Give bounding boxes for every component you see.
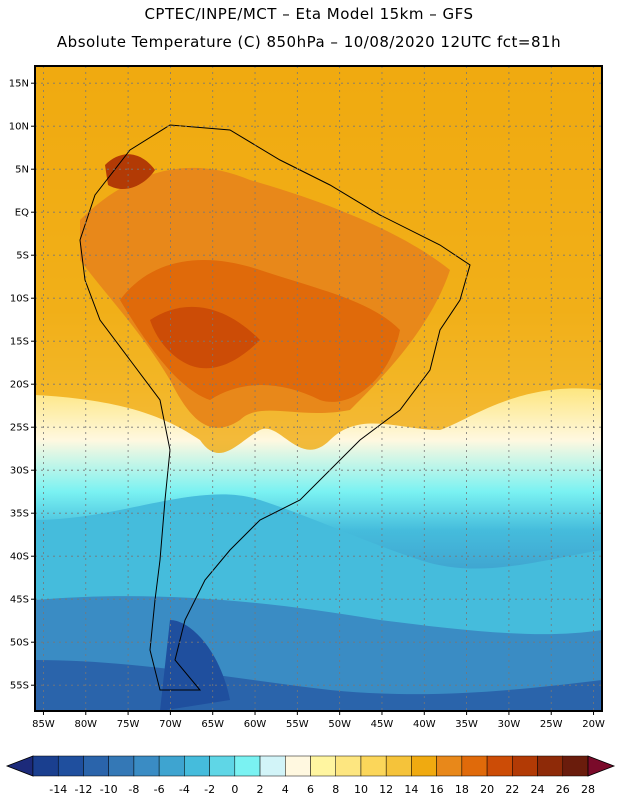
latitude-labels: 15N 10N 5N EQ 5S 10S 15S 20S 25S 30S 35S 40S 45S 50S 5… [9,79,35,692]
colorbar-swatch [310,755,336,777]
lat-tick-label: 40S [10,552,29,563]
colorbar-swatch [512,755,538,777]
colorbar-label: -6 [154,783,165,796]
lat-tick-label: 45S [10,595,29,606]
colorbar-label: -14 [49,783,67,796]
map-title-line2: Absolute Temperature (C) 850hPa – 10/08/… [56,33,562,51]
colorbar-label: 12 [379,783,393,796]
lon-tick-label: 50W [328,719,351,730]
colorbar-label: 10 [354,783,368,796]
colorbar-swatch [158,755,185,777]
warm-zone-24-26 [150,306,260,369]
colorbar-swatch [83,755,109,777]
colorbar-label: -12 [74,783,92,796]
colorbar-low-arrow [5,755,34,777]
colorbar-swatch [335,755,362,777]
lon-tick-label: 80W [74,719,97,730]
lat-tick-label: 30S [10,466,29,477]
colorbar-label: -10 [100,783,118,796]
lon-tick-label: 75W [117,719,140,730]
lon-tick-label: 35W [455,719,478,730]
lat-tick-label: 15S [10,337,29,348]
colorbar-label: 8 [332,783,339,796]
lon-tick-label: 85W [32,719,55,730]
colorbar-high-arrow [587,755,616,777]
lon-tick-label: 60W [244,719,267,730]
colorbar: -14 -12 -10 -8 -6 -4 -2 0 2 4 6 8 10 12 14 16 18 20 22 24 26… [5,755,616,796]
lon-tick-label: 25W [540,719,563,730]
colorbar-swatch [436,755,463,777]
lat-lon-grid [35,66,602,711]
colorbar-swatch [57,755,84,777]
colorbar-label: 0 [231,783,238,796]
lat-tick-label: 20S [10,380,29,391]
colorbar-label: 24 [531,783,545,796]
map-frame [34,65,603,712]
colorbar-label: 2 [257,783,264,796]
colorbar-swatch [537,755,564,777]
colorbar-swatch [360,755,387,777]
lon-tick-label: 65W [201,719,224,730]
colorbar-label: -8 [128,783,139,796]
colorbar-swatch [285,755,311,777]
colorbar-swatch [108,755,135,777]
colorbar-label: 16 [430,783,444,796]
lat-tick-label: 50S [10,638,29,649]
colorbar-label: 6 [307,783,314,796]
colorbar-swatch [461,755,488,777]
colorbar-swatch [562,755,589,777]
lon-tick-label: 70W [159,719,182,730]
lon-tick-label: 20W [582,719,605,730]
lon-tick-label: 45W [371,719,394,730]
colorbar-swatch [234,755,261,777]
colorbar-label: 22 [505,783,519,796]
lat-tick-label: 10S [10,294,29,305]
lon-tick-label: 40W [413,719,436,730]
lat-tick-label: 15N [9,79,29,90]
colorbar-label: 18 [455,783,469,796]
lat-tick-label: EQ [15,208,29,219]
field-layer [35,66,602,711]
longitude-labels: 85W 80W 75W 70W 65W 60W 55W 50W 45W 40W 35W 30W 25W 2… [32,711,605,730]
warm-zone-andes-north [105,154,155,190]
colorbar-label: 4 [282,783,289,796]
lat-tick-label: 5N [15,165,29,176]
lon-tick-label: 30W [498,719,521,730]
lat-tick-label: 35S [10,509,29,520]
colorbar-swatch [486,755,513,777]
colorbar-swatch [385,755,412,777]
cool-zone-patagonia [160,620,230,711]
lat-tick-label: 10N [9,122,29,133]
map-title-line1: CPTEC/INPE/MCT – Eta Model 15km – GFS [144,5,474,23]
colorbar-label: -2 [204,783,215,796]
colorbar-swatch [184,755,210,777]
colorbar-swatch [133,755,160,777]
colorbar-label: 26 [556,783,570,796]
colorbar-swatch [259,755,286,777]
colorbar-label: -4 [179,783,190,796]
colorbar-label: 20 [480,783,494,796]
lon-tick-label: 55W [286,719,309,730]
south-america-outline [79,124,471,691]
colorbar-label: 28 [581,783,595,796]
lat-tick-label: 25S [10,423,29,434]
lat-tick-label: 5S [16,251,29,262]
colorbar-swatch [411,755,437,777]
lat-tick-label: 55S [10,681,29,692]
colorbar-swatch [209,755,236,777]
colorbar-swatch [32,755,59,777]
warm-zone-22-24 [120,260,400,402]
colorbar-label: 14 [404,783,418,796]
